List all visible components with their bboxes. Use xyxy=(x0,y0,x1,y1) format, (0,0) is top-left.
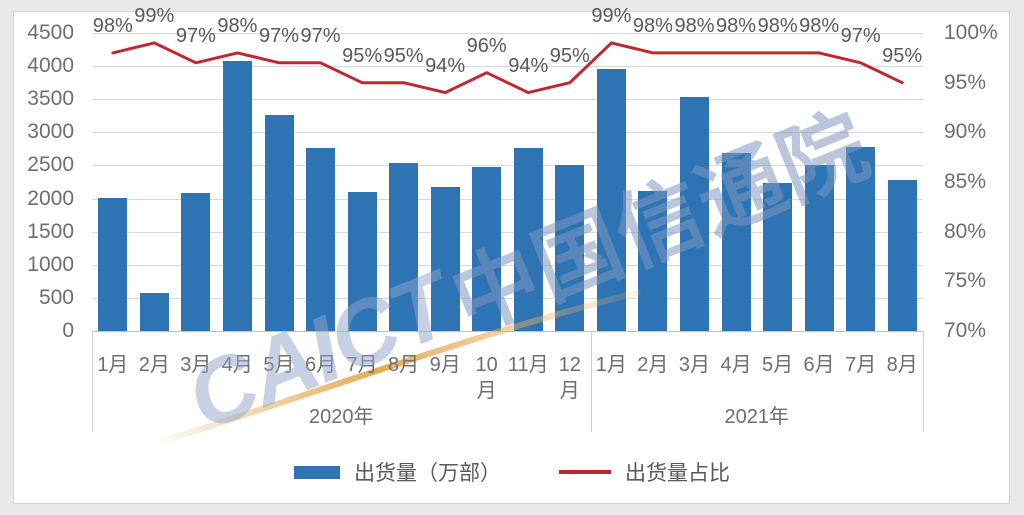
legend-line-label: 出货量占比 xyxy=(625,462,730,485)
gridline xyxy=(92,231,923,233)
data-label: 95% xyxy=(882,44,923,67)
data-label: 98% xyxy=(715,14,757,37)
x-axis-month-label: 5月 xyxy=(263,354,295,376)
legend-bar-label: 出货量（万部） xyxy=(354,462,501,485)
data-label: 98% xyxy=(217,14,258,37)
legend: 出货量（万部） 出货量占比 xyxy=(0,457,1024,487)
legend-bar-swatch xyxy=(294,465,340,479)
gridline xyxy=(92,132,923,134)
y-axis-right-label: 95% xyxy=(944,70,987,94)
data-label: 95% xyxy=(549,44,590,67)
y-axis-left-label: 2500 xyxy=(27,153,74,177)
x-axis-year-label: 2021年 xyxy=(724,406,790,428)
gridline xyxy=(92,33,923,34)
data-label: 98% xyxy=(632,14,673,37)
data-label: 95% xyxy=(383,44,424,67)
bar xyxy=(846,146,876,331)
x-axis-month-label: 4月 xyxy=(720,354,752,376)
data-label: 97% xyxy=(840,24,881,47)
x-axis-month-label: 9月 xyxy=(429,354,461,376)
gridline xyxy=(92,198,923,200)
x-axis-month-label: 3月 xyxy=(678,354,710,376)
year-separator xyxy=(590,331,592,432)
year-separator xyxy=(92,331,93,432)
bar xyxy=(804,165,834,331)
y-axis-left-label: 4500 xyxy=(27,21,74,44)
x-axis-month-label: 3月 xyxy=(180,354,212,376)
x-axis-month-label: 4月 xyxy=(221,354,253,376)
x-axis-month-label: 2月 xyxy=(138,354,170,376)
bar xyxy=(763,183,793,331)
bar xyxy=(389,162,419,331)
year-separator xyxy=(923,331,924,432)
bar xyxy=(472,166,502,331)
data-label: 94% xyxy=(425,54,466,77)
y-axis-left-label: 3500 xyxy=(27,87,74,111)
data-label: 97% xyxy=(175,24,216,47)
bar xyxy=(347,191,377,331)
bar xyxy=(222,60,252,331)
data-label: 99% xyxy=(134,4,175,27)
x-axis-month-label: 7月 xyxy=(845,354,877,376)
bar xyxy=(555,164,585,331)
x-axis-month-label: 6月 xyxy=(304,354,337,376)
y-axis-left-label: 0 xyxy=(62,319,74,342)
data-label: 98% xyxy=(92,14,133,37)
bar xyxy=(596,69,626,331)
y-axis-left-label: 2000 xyxy=(27,186,74,210)
bar xyxy=(264,115,294,331)
data-label: 94% xyxy=(508,54,549,77)
data-label: 97% xyxy=(300,24,341,47)
bar xyxy=(887,180,917,331)
bar xyxy=(139,292,169,331)
bar xyxy=(638,191,668,331)
bar xyxy=(721,152,751,331)
data-label: 96% xyxy=(466,34,507,57)
y-axis-left-label: 3000 xyxy=(27,120,74,144)
x-axis-year-label: 2020年 xyxy=(309,406,374,428)
x-axis-month-label: 7月 xyxy=(346,354,378,376)
y-axis-right-label: 70% xyxy=(944,319,987,342)
bar xyxy=(181,193,211,331)
bar xyxy=(680,97,709,331)
bar xyxy=(306,148,335,331)
gridline xyxy=(92,99,923,101)
gridline xyxy=(92,331,923,332)
x-axis-month-label: 2月 xyxy=(637,354,669,376)
data-label: 98% xyxy=(757,14,798,37)
bar xyxy=(430,186,460,331)
x-axis-month-label: 1月 xyxy=(595,354,627,376)
bar xyxy=(513,148,543,331)
legend-line-swatch xyxy=(559,470,611,474)
bar xyxy=(98,197,128,331)
x-axis-month-label: 12月 xyxy=(558,354,581,402)
data-label: 98% xyxy=(674,14,715,37)
x-axis-month-label: 1月 xyxy=(97,354,129,376)
y-axis-left-label: 1500 xyxy=(27,219,74,243)
x-axis-month-label: 6月 xyxy=(803,354,835,376)
y-axis-right-label: 85% xyxy=(944,170,987,193)
y-axis-left-label: 500 xyxy=(38,285,74,309)
y-axis-right-label: 100% xyxy=(944,21,998,44)
gridline xyxy=(92,264,923,266)
y-axis-right-label: 90% xyxy=(944,120,987,144)
x-axis-month-label: 10月 xyxy=(475,354,498,402)
y-axis-right-label: 80% xyxy=(944,219,987,243)
y-axis-right-label: 75% xyxy=(944,269,987,293)
data-label: 98% xyxy=(799,14,840,37)
x-axis-month-label: 8月 xyxy=(387,354,420,376)
x-axis-month-label: 8月 xyxy=(886,354,918,376)
data-label: 97% xyxy=(258,24,300,47)
data-label: 99% xyxy=(591,4,632,27)
y-axis-left-label: 4000 xyxy=(27,54,74,78)
data-label: 95% xyxy=(342,44,383,67)
x-axis-month-label: 5月 xyxy=(761,354,794,376)
y-axis-left-label: 1000 xyxy=(27,252,74,276)
x-axis-month-label: 11月 xyxy=(507,354,549,376)
gridline xyxy=(92,297,923,299)
gridline xyxy=(92,165,923,167)
